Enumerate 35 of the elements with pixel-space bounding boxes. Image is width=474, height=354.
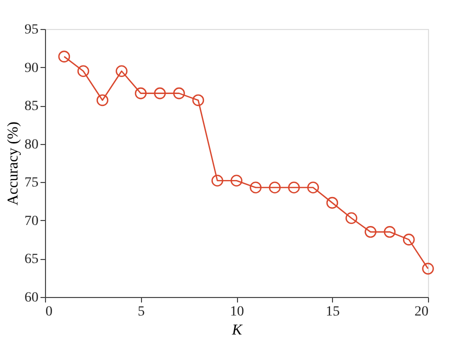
point xyxy=(116,65,128,77)
point xyxy=(58,50,70,62)
point xyxy=(192,94,204,106)
point xyxy=(307,182,319,194)
y-tick-label: 80 xyxy=(24,137,38,152)
point xyxy=(96,94,108,106)
point xyxy=(364,226,376,238)
x-tick-label: 0 xyxy=(46,304,52,320)
y-tick-label: 65 xyxy=(24,252,38,268)
point xyxy=(211,174,224,186)
x-tick-label: 20 xyxy=(414,304,428,320)
x-tick-label: 10 xyxy=(230,304,244,320)
point xyxy=(288,182,300,194)
y-tick-label: 60 xyxy=(24,290,38,306)
point xyxy=(326,196,338,209)
y-tick-label: 85 xyxy=(24,99,38,114)
point xyxy=(154,87,166,100)
point xyxy=(384,226,396,238)
point xyxy=(346,212,358,224)
y-tick-label: 90 xyxy=(24,60,38,76)
x-axis-title: K xyxy=(230,322,243,338)
y-tick-label: 95 xyxy=(24,22,38,38)
point xyxy=(173,87,185,100)
point xyxy=(230,174,242,186)
point xyxy=(268,182,281,194)
point xyxy=(134,87,147,100)
x-tick-label: 15 xyxy=(326,304,340,320)
point xyxy=(77,65,90,77)
y-axis-title: Accuracy (%) xyxy=(6,122,22,206)
point xyxy=(422,262,434,275)
y-tick-label: 75 xyxy=(24,176,38,191)
y-tick-label: 70 xyxy=(24,214,38,229)
x-tick-label: 5 xyxy=(138,304,145,320)
point xyxy=(250,182,262,194)
point xyxy=(402,234,415,246)
